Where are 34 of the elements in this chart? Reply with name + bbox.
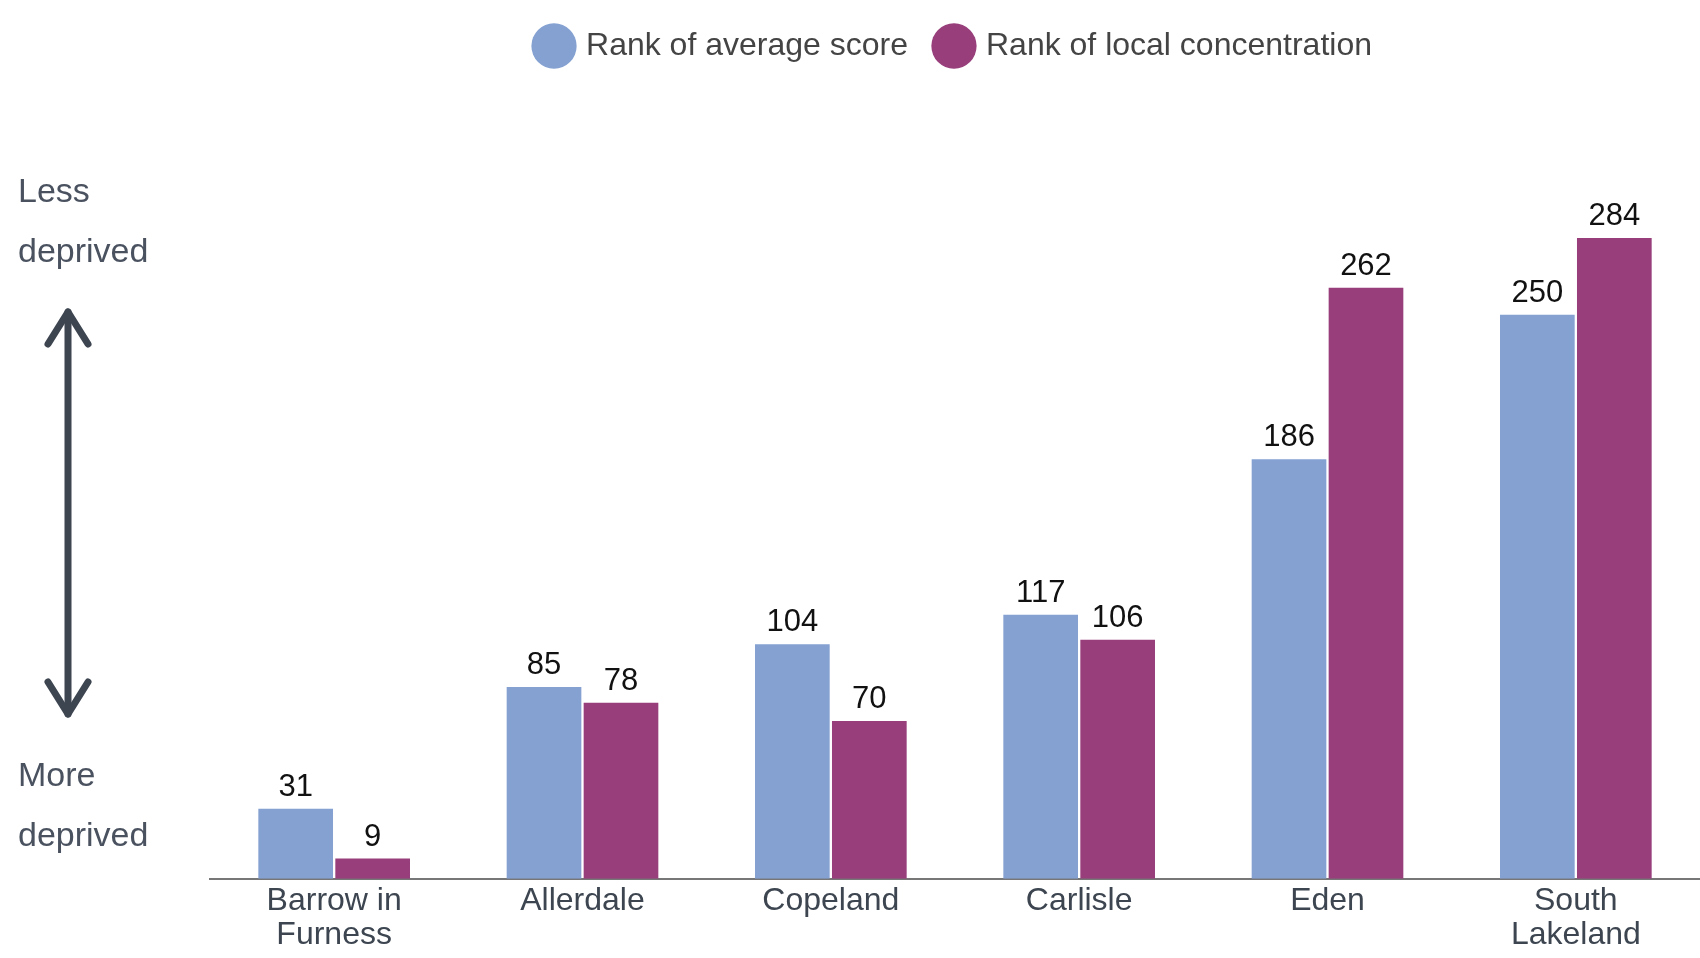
x-tick-label: Barrow in Furness: [266, 881, 402, 952]
bar: [1251, 459, 1327, 879]
data-label: 117: [1015, 573, 1066, 609]
bar: [755, 644, 830, 879]
bar: [1576, 238, 1652, 879]
text: More deprived: [18, 754, 150, 855]
text: Less deprived: [18, 170, 150, 271]
data-label: 250: [1511, 273, 1564, 309]
data-label: 31: [278, 767, 313, 803]
bar: [831, 720, 907, 879]
x-tick-label: South Lakeland: [1510, 881, 1641, 952]
bar: [506, 687, 582, 879]
x-tick-label: Allerdale: [520, 881, 645, 918]
bar: [258, 808, 334, 879]
bar: [1328, 287, 1404, 879]
bar: [583, 702, 659, 879]
x-tick-label: Carlisle: [1025, 881, 1133, 918]
data-label: 9: [364, 817, 382, 853]
bar: [335, 858, 410, 879]
bar: [1003, 614, 1079, 879]
data-label: 186: [1263, 418, 1315, 454]
x-tick-label: Eden: [1290, 881, 1365, 918]
data-label: 78: [603, 661, 639, 697]
bar: [1080, 639, 1155, 879]
legend-label: Rank of average score: [586, 25, 908, 62]
data-label: 106: [1091, 598, 1144, 634]
data-label: 284: [1588, 197, 1641, 233]
data-label: 104: [766, 603, 819, 639]
bar: [1500, 314, 1575, 879]
legend-label: Rank of local concentration: [985, 25, 1372, 62]
x-tick-label: Copeland: [762, 881, 900, 918]
data-label: 70: [852, 679, 887, 715]
data-label: 262: [1340, 246, 1392, 282]
data-label: 85: [526, 646, 562, 682]
